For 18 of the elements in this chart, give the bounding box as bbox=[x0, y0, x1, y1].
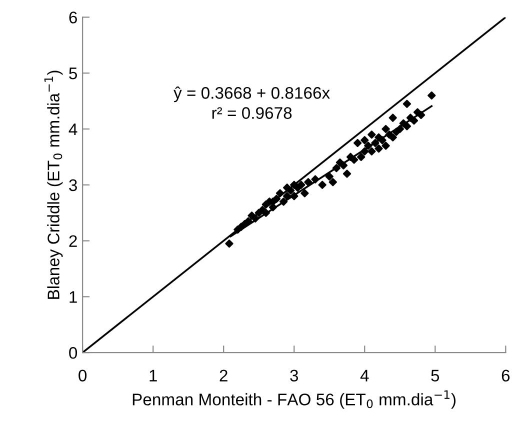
y-tick-label: 6 bbox=[69, 12, 77, 24]
y-tick-label: 5 bbox=[69, 68, 77, 80]
y-tick-label: 3 bbox=[69, 179, 77, 192]
x-tick-label: 1 bbox=[150, 370, 157, 382]
x-tick-label: 0 bbox=[78, 370, 87, 382]
annotation: ŷ = 0.3668 + 0.8166x bbox=[174, 86, 330, 102]
y-tick-label: 0 bbox=[69, 347, 78, 359]
annotation: r² = 0.9678 bbox=[212, 107, 292, 119]
x-tick-label: 3 bbox=[290, 370, 298, 382]
x-tick-label: 6 bbox=[502, 370, 510, 382]
x-tick-label: 5 bbox=[431, 370, 440, 382]
y-tick-label: 2 bbox=[69, 235, 77, 247]
y-tick-label: 4 bbox=[68, 124, 78, 136]
x-axis-title: Penman Monteith - FAO 56 (ET$_{0}$ mm.dia$^{−1}$) bbox=[132, 390, 456, 409]
x-tick-label: 4 bbox=[360, 370, 369, 382]
y-tick-label: 1 bbox=[70, 291, 77, 303]
x-tick-label: 2 bbox=[220, 370, 228, 382]
y-axis-title: Blaney Criddle (ET$_{0}$ mm.dia$^{−1}$) bbox=[44, 70, 63, 299]
